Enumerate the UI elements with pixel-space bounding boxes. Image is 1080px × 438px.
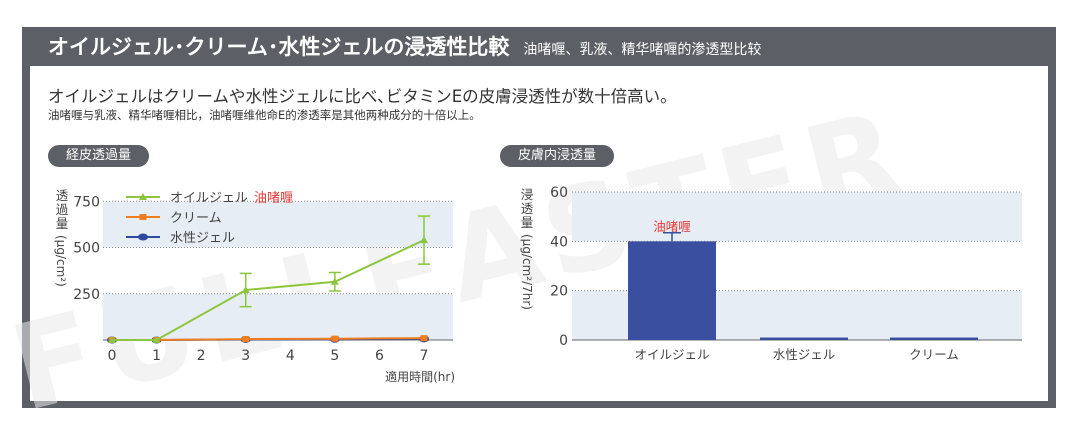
line-chart-ytick-label: 250 bbox=[73, 287, 100, 303]
bar-chart-ytick-label: 20 bbox=[550, 284, 568, 300]
page-title: オイルジェル･クリーム･水性ジェルの浸透性比較 bbox=[48, 35, 510, 59]
line-chart-xtick-label: 4 bbox=[286, 348, 295, 364]
bar-category-label: 水性ジェル bbox=[773, 347, 836, 362]
line-chart-band-0 bbox=[103, 293, 453, 340]
intro-lead: オイルジェルはクリームや水性ジェルに比べ､ビタミンEの皮膚浸透性が数十倍高い。 bbox=[48, 87, 677, 106]
line-chart-ytick-label: 500 bbox=[73, 241, 100, 257]
bar-chart-ytick-label: 60 bbox=[550, 185, 568, 201]
line-point-0 bbox=[152, 336, 161, 343]
bar-chart-y-axis-label-char: 量 bbox=[521, 215, 534, 230]
line-point-0 bbox=[420, 236, 428, 244]
bar-chart-y-axis-unit: (μg/cm²/7hr) bbox=[520, 234, 534, 310]
line-chart-x-axis-label: 適用時間(hr) bbox=[385, 369, 455, 384]
line-chart-xtick-label: 3 bbox=[241, 348, 250, 364]
line-chart-band-1 bbox=[103, 201, 453, 248]
bar-0 bbox=[628, 241, 716, 340]
line-chart-y-axis-unit: (μg/cm²) bbox=[54, 235, 68, 287]
legend-marker-1 bbox=[139, 214, 147, 220]
line-point-0 bbox=[108, 336, 116, 343]
legend-marker-2 bbox=[138, 233, 148, 241]
bar-1 bbox=[760, 337, 848, 340]
bar-2 bbox=[890, 337, 978, 340]
line-chart-xtick-label: 2 bbox=[197, 348, 206, 364]
line-chart-y-axis-label-char: 量 bbox=[56, 216, 69, 231]
bar-category-label: クリーム bbox=[909, 347, 959, 362]
line-point-1 bbox=[331, 335, 339, 342]
line-chart-xtick-label: 0 bbox=[108, 348, 117, 364]
page-subtitle: 油啫喱、乳液、精华啫喱的渗透型比较 bbox=[523, 42, 762, 58]
bar-chart-ytick-label: 0 bbox=[559, 333, 568, 349]
bar-annotation: 油啫喱 bbox=[653, 219, 691, 234]
line-chart-xtick-label: 6 bbox=[375, 348, 384, 364]
line-point-0 bbox=[330, 277, 339, 285]
bar-chart-ytick-label: 40 bbox=[550, 234, 568, 250]
intro-sub: 油啫喱与乳液、精华啫喱相比，油啫喱维他命E的渗透率是其他两种成分的十倍以上。 bbox=[48, 108, 481, 122]
line-chart-ytick-label: 750 bbox=[73, 194, 100, 210]
line-chart-y-axis-label-char: 透 bbox=[56, 188, 69, 203]
legend-label-0: オイルジェル bbox=[170, 191, 248, 206]
line-chart-y-axis-label-char: 過 bbox=[56, 202, 69, 217]
line-point-1 bbox=[242, 336, 250, 343]
line-point-1 bbox=[420, 335, 428, 342]
bar-chart-y-axis-label-char: 透 bbox=[521, 201, 534, 216]
legend-label-1: クリーム bbox=[170, 211, 222, 226]
line-point-0 bbox=[241, 286, 250, 294]
line-chart-xtick-label: 1 bbox=[152, 348, 161, 364]
line-chart-xtick-label: 7 bbox=[420, 348, 429, 364]
bar-category-label: オイルジェル bbox=[634, 347, 709, 362]
chart1-tag: 経皮透過量 bbox=[48, 145, 150, 167]
legend-label-cn-0: 油啫喱 bbox=[254, 191, 293, 206]
bar-chart-y-axis-label-char: 浸 bbox=[521, 187, 534, 202]
panel-header: オイルジェル･クリーム･水性ジェルの浸透性比較 油啫喱、乳液、精华啫喱的渗透型比… bbox=[48, 27, 761, 67]
legend-marker-0 bbox=[139, 193, 147, 200]
bar-chart-band-1 bbox=[572, 192, 1022, 242]
chart2-tag: 皮膚内浸透量 bbox=[500, 145, 615, 167]
line-chart-xtick-label: 5 bbox=[330, 348, 339, 364]
legend-label-2: 水性ジェル bbox=[170, 231, 235, 246]
